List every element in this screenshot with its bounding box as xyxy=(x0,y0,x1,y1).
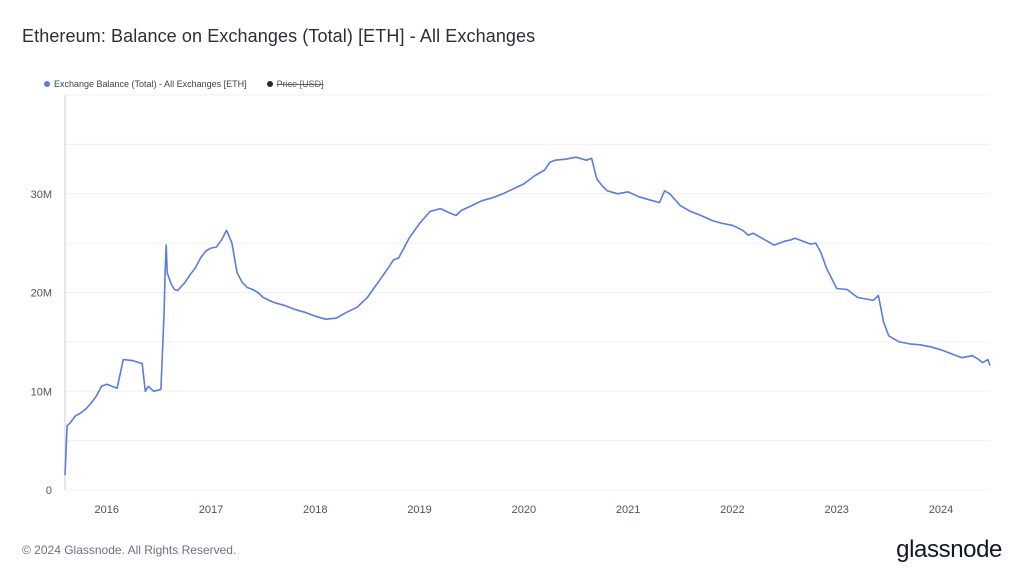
chart-grid xyxy=(65,94,990,491)
x-tick-label: 2022 xyxy=(720,504,744,516)
y-axis-ticks: 0 10M 20M 30M xyxy=(31,189,52,497)
legend-item-price[interactable]: Price [USD] xyxy=(266,79,324,89)
y-tick-label: 30M xyxy=(31,189,52,201)
x-axis-ticks: 2016 2017 2018 2019 2020 2021 2022 2023 2024 xyxy=(94,504,953,516)
chart-title: Ethereum: Balance on Exchanges (Total) [… xyxy=(22,26,536,46)
x-tick-label: 2017 xyxy=(199,504,223,516)
x-tick-label: 2019 xyxy=(407,504,431,516)
legend-dot-exchange-balance xyxy=(44,81,50,87)
chart-legend: Exchange Balance (Total) - All Exchanges… xyxy=(44,79,324,89)
y-tick-label: 20M xyxy=(31,288,52,300)
x-tick-label: 2024 xyxy=(929,504,953,516)
legend-item-exchange-balance[interactable]: Exchange Balance (Total) - All Exchanges… xyxy=(44,79,247,89)
y-tick-label: 10M xyxy=(31,386,52,398)
legend-label-exchange-balance: Exchange Balance (Total) - All Exchanges… xyxy=(54,79,247,89)
x-tick-label: 2020 xyxy=(512,504,536,516)
chart-series xyxy=(64,156,991,476)
copyright-notice: © 2024 Glassnode. All Rights Reserved. xyxy=(22,543,237,557)
x-tick-label: 2018 xyxy=(303,504,327,516)
series-line-exchange-balance xyxy=(64,156,991,476)
glassnode-logo[interactable]: glassnode xyxy=(896,536,1002,563)
x-tick-label: 2023 xyxy=(824,504,848,516)
x-tick-label: 2021 xyxy=(616,504,640,516)
legend-dot-price xyxy=(266,81,273,87)
x-tick-label: 2016 xyxy=(94,504,118,516)
legend-label-price: Price [USD] xyxy=(276,79,324,89)
y-tick-label: 0 xyxy=(46,485,52,497)
